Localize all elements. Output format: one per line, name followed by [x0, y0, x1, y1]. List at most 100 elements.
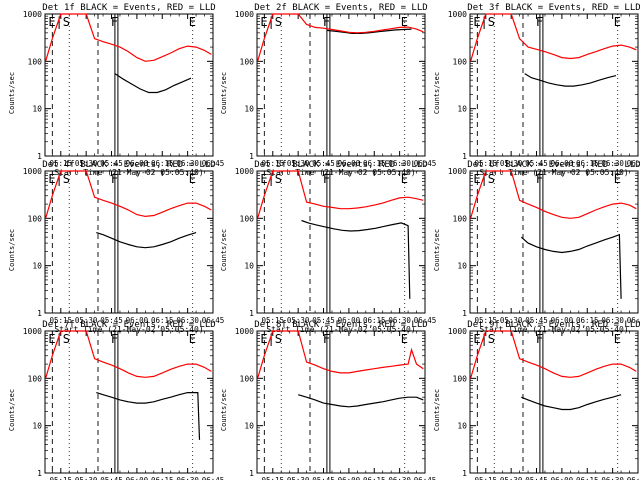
x-tick-label: 05:30 — [500, 476, 523, 480]
marker-label-f: F — [111, 332, 118, 346]
events-series-line — [96, 232, 197, 249]
plot-frame — [44, 330, 214, 474]
x-tick-label: 05:45 — [525, 476, 548, 480]
x-tick-label: 06:30 — [388, 316, 411, 325]
y-tick-label: 1 — [462, 469, 467, 478]
y-tick-label: 1000 — [235, 327, 254, 336]
marker-label-e: E — [189, 332, 196, 346]
y-tick-label: 10 — [244, 422, 254, 431]
y-tick-label: 100 — [240, 374, 255, 383]
y-tick-label: 1000 — [448, 327, 467, 336]
y-tick-label: 1 — [249, 469, 254, 478]
marker-label-f: F — [111, 15, 118, 29]
plot-frame — [469, 170, 639, 314]
marker-label-f: F — [536, 172, 543, 186]
lld-series-line — [45, 13, 212, 62]
y-tick-label: 100 — [240, 57, 255, 66]
detector-panel: Det 1f BLACK = Events, RED = LLD 1 10 100 10… — [8, 3, 224, 177]
y-axis-label: Counts/sec — [433, 389, 441, 431]
x-axis-label: Start Time (21-May-02 05:05:40) — [479, 325, 628, 334]
x-tick-label: 05:30 — [75, 316, 98, 325]
x-axis-label: Start Time (21-May-02 05:05:40) — [479, 168, 628, 177]
y-tick-label: 10 — [457, 422, 467, 431]
x-tick-label: 06:00 — [338, 316, 361, 325]
y-tick-label: 10 — [32, 105, 42, 114]
marker-label-e: E — [614, 172, 621, 186]
plot-frame — [469, 330, 639, 474]
panel-title: Det 6f BLACK = Events, RED = LLD — [467, 160, 640, 170]
y-tick-label: 100 — [28, 214, 43, 223]
x-tick-label: 05:15 — [474, 316, 497, 325]
lld-series-line — [257, 170, 424, 219]
plot-frame — [44, 13, 214, 157]
x-tick-label: 06:30 — [388, 476, 411, 480]
x-tick-label: 06:45 — [414, 159, 437, 168]
y-tick-label: 1000 — [23, 327, 42, 336]
y-axis-label: Counts/sec — [220, 389, 228, 431]
plot-frame — [256, 13, 426, 157]
x-tick-label: 05:45 — [100, 159, 123, 168]
marker-label-es: E|S — [48, 172, 70, 186]
x-tick-label: 05:15 — [261, 316, 284, 325]
x-tick-label: 06:30 — [388, 159, 411, 168]
marker-label-e: E — [401, 15, 408, 29]
marker-label-es: E|S — [473, 15, 495, 29]
events-series-line — [520, 233, 622, 299]
events-series-line — [301, 219, 411, 299]
x-tick-label: 06:00 — [551, 316, 574, 325]
y-tick-label: 1 — [37, 309, 42, 318]
y-tick-label: 10 — [457, 262, 467, 271]
x-tick-label: 06:15 — [576, 159, 599, 168]
y-axis-label: Counts/sec — [433, 72, 441, 114]
panel-title: Det 4f BLACK = Events, RED = LLD — [42, 160, 215, 170]
panel-title: Det 8f BLACK = Events, RED = LLD — [254, 320, 427, 330]
x-tick-label: 06:15 — [363, 316, 386, 325]
x-tick-label: 06:00 — [551, 159, 574, 168]
x-tick-label: 05:45 — [100, 316, 123, 325]
lld-series-line — [257, 330, 424, 379]
x-axis-label: Start Time (21-May-02 05:05:40) — [54, 168, 203, 177]
plot-frame — [256, 330, 426, 474]
detector-panel: Det 5f BLACK = Events, RED = LLD 1 10 100 10… — [220, 160, 436, 334]
x-tick-label: 05:45 — [525, 316, 548, 325]
x-tick-label: 06:00 — [338, 476, 361, 480]
x-tick-label: 06:15 — [363, 476, 386, 480]
y-tick-label: 1 — [249, 152, 254, 161]
marker-label-f: F — [536, 15, 543, 29]
x-tick-label: 05:30 — [500, 159, 523, 168]
x-tick-label: 06:15 — [151, 476, 174, 480]
marker-label-e: E — [401, 172, 408, 186]
plot-frame — [256, 170, 426, 314]
lld-series-line — [45, 170, 212, 219]
marker-label-es: E|S — [260, 172, 282, 186]
y-tick-label: 100 — [240, 214, 255, 223]
x-tick-label: 06:00 — [551, 476, 574, 480]
events-series-line — [521, 394, 622, 411]
detector-panel: Det 4f BLACK = Events, RED = LLD 1 10 100 10… — [8, 160, 224, 334]
marker-label-f: F — [111, 172, 118, 186]
x-tick-label: 06:15 — [363, 159, 386, 168]
x-tick-label: 05:15 — [261, 159, 284, 168]
y-tick-label: 10 — [32, 262, 42, 271]
lld-series-line — [257, 13, 424, 62]
x-tick-label: 05:45 — [312, 316, 335, 325]
detector-panel: Det 9f BLACK = Events, RED = LLD 1 10 100 10… — [433, 320, 640, 480]
x-tick-label: 06:00 — [126, 316, 149, 325]
y-tick-label: 100 — [453, 214, 468, 223]
x-tick-label: 06:45 — [414, 316, 437, 325]
events-series-line — [524, 73, 617, 87]
marker-label-e: E — [401, 332, 408, 346]
x-tick-label: 06:00 — [126, 159, 149, 168]
marker-label-e: E — [614, 15, 621, 29]
y-tick-label: 1000 — [235, 167, 254, 176]
x-tick-label: 06:30 — [176, 159, 199, 168]
y-axis-label: Counts/sec — [8, 72, 16, 114]
x-tick-label: 05:30 — [500, 316, 523, 325]
panel-title: Det 7f BLACK = Events, RED = LLD — [42, 320, 215, 330]
panel-title: Det 9f BLACK = Events, RED = LLD — [467, 320, 640, 330]
x-tick-label: 06:45 — [202, 159, 225, 168]
y-tick-label: 1000 — [235, 10, 254, 19]
marker-label-es: E|S — [260, 332, 282, 346]
x-tick-label: 06:30 — [601, 476, 624, 480]
